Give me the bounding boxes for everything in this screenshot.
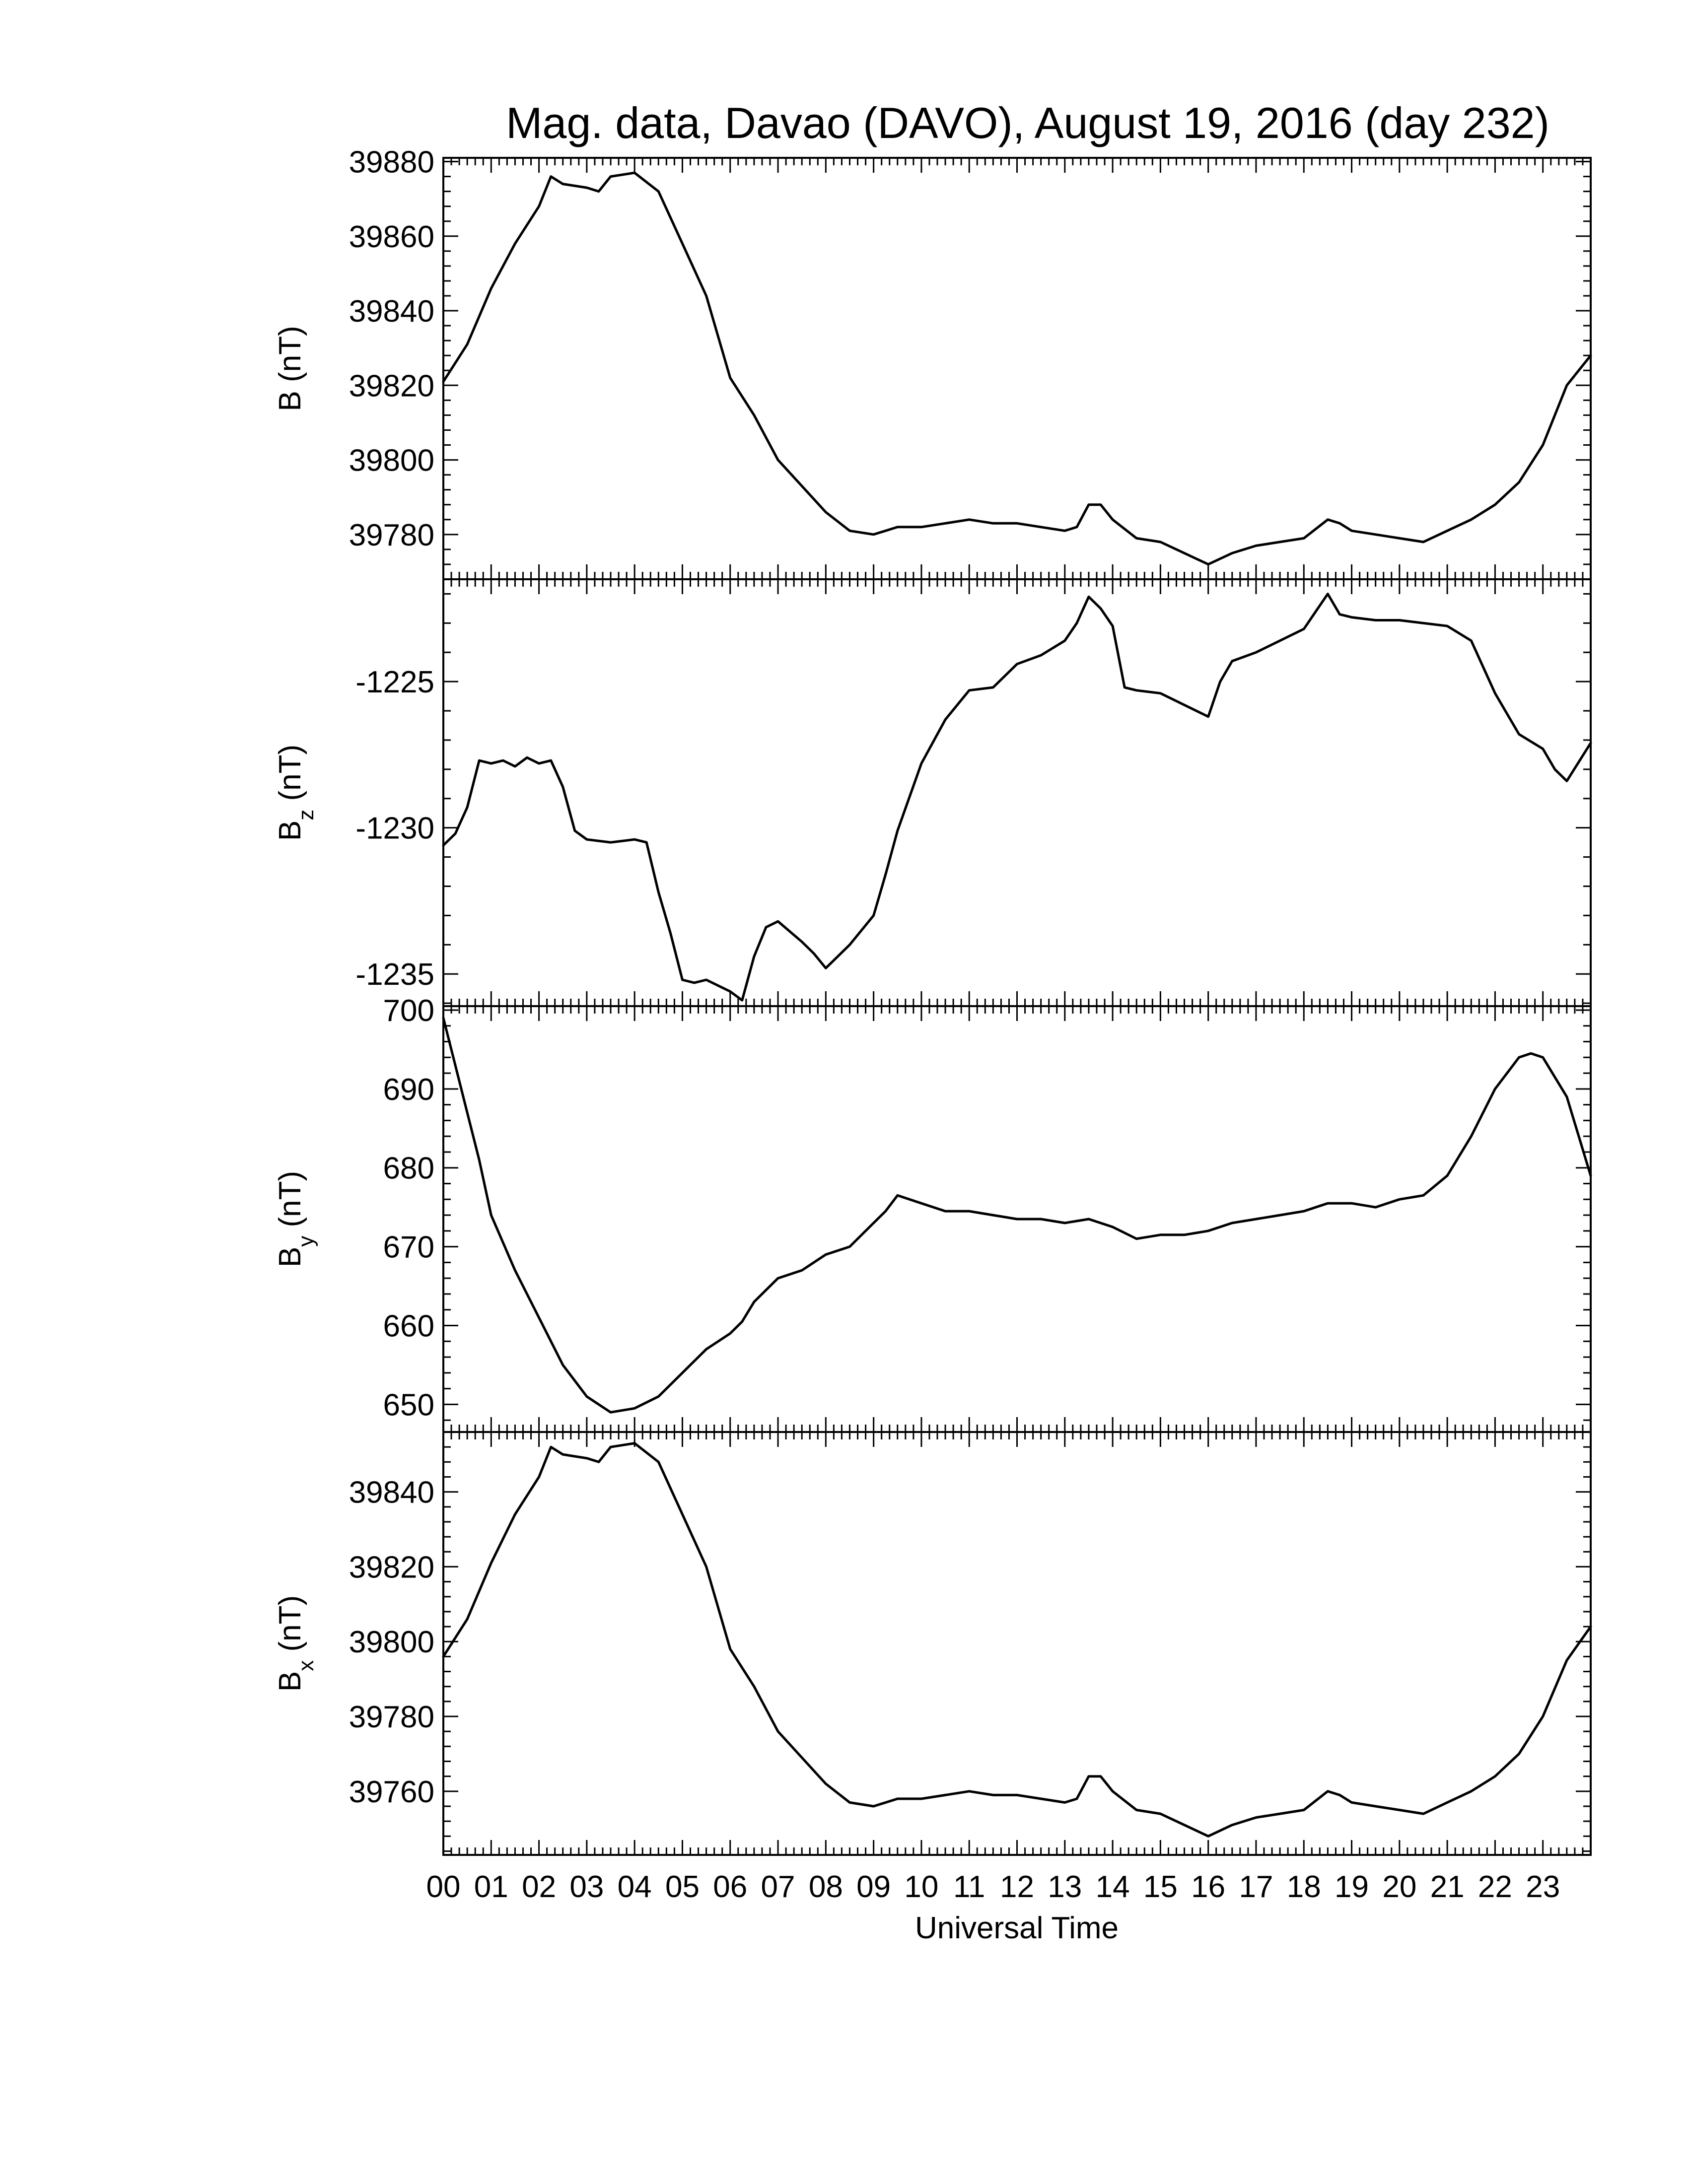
- y-tick-label: 39860: [349, 220, 434, 254]
- x-tick-label: 13: [1048, 1870, 1082, 1904]
- time-axis: 00 01 02 03 04 05 06 07 08 09 10 11 12 13 14 15 16 17 18 19…: [426, 1870, 1560, 1904]
- y-tick-label: 690: [383, 1073, 434, 1107]
- panel-By: 700 690 680 670 660 650 By (nT): [273, 994, 1592, 1433]
- x-tick-label: 15: [1143, 1870, 1178, 1904]
- panel-frame: [442, 157, 1592, 580]
- y-axis-label-B: B (nT): [273, 326, 307, 411]
- y-axis-label-text: B (nT): [273, 326, 307, 411]
- y-label-symbol: B: [273, 1247, 307, 1267]
- series-line-Bx: [442, 1442, 1592, 1838]
- y-tick-label: 39840: [349, 1476, 434, 1510]
- x-tick-label: 16: [1191, 1870, 1225, 1904]
- x-tick-label: 00: [426, 1870, 461, 1904]
- y-label-unit: (nT): [273, 1595, 307, 1660]
- y-tick-label: 670: [383, 1230, 434, 1265]
- y-tick-label: 39780: [349, 1700, 434, 1734]
- x-tick-label: 22: [1478, 1870, 1512, 1904]
- y-axis-label-By: By (nT): [273, 1171, 318, 1267]
- x-tick-label: 11: [953, 1870, 985, 1904]
- series-line-By: [442, 1017, 1592, 1414]
- x-tick-label: 19: [1335, 1870, 1369, 1904]
- y-tick-label: -1235: [355, 957, 434, 992]
- x-tick-label: 10: [904, 1870, 938, 1904]
- y-axis-label-text: By (nT): [273, 1171, 318, 1267]
- x-tick-label: 12: [1000, 1870, 1034, 1904]
- y-axis-label-text: Bz (nT): [273, 745, 318, 841]
- x-tick-label: 23: [1526, 1870, 1560, 1904]
- panel-Bz: -1225 -1230 -1235 Bz (nT): [273, 578, 1592, 1007]
- series-line-Bz: [442, 593, 1592, 1002]
- y-tick-label: 660: [383, 1309, 434, 1344]
- y-tick-label: 650: [383, 1388, 434, 1422]
- y-label-subscript: x: [294, 1660, 318, 1671]
- y-tick-label: 39880: [349, 145, 434, 180]
- y-label-subscript: y: [294, 1236, 318, 1247]
- x-tick-label: 14: [1096, 1870, 1130, 1904]
- x-tick-label: 02: [522, 1870, 556, 1904]
- y-tick-label: 680: [383, 1152, 434, 1186]
- y-label-unit: (nT): [273, 745, 307, 810]
- x-tick-label: 05: [665, 1870, 700, 1904]
- y-tick-label: 39800: [349, 1625, 434, 1659]
- y-label-unit: (nT): [273, 326, 307, 391]
- y-label-symbol: B: [273, 391, 307, 411]
- y-tick-label: 39780: [349, 518, 434, 552]
- y-axis-label-text: Bx (nT): [273, 1595, 318, 1692]
- y-tick-label: 39800: [349, 444, 434, 478]
- y-tick-label: -1230: [355, 812, 434, 846]
- x-tick-label: 20: [1382, 1870, 1416, 1904]
- series-line-B: [442, 171, 1592, 566]
- panel-Bx: 39840 39820 39800 39780 39760 Bx (nT): [273, 1431, 1592, 1856]
- x-tick-label: 06: [713, 1870, 747, 1904]
- panel-frame: [442, 578, 1592, 1007]
- panel-B: 39880 39860 39840 39820 39800 39780 B (nT): [273, 145, 1592, 580]
- x-tick-label: 04: [618, 1870, 652, 1904]
- y-axis-label-Bz: Bz (nT): [273, 745, 318, 841]
- y-label-symbol: B: [273, 820, 307, 841]
- x-tick-label: 08: [809, 1870, 843, 1904]
- x-tick-label: 07: [761, 1870, 795, 1904]
- x-axis-label: Universal Time: [915, 1911, 1119, 1945]
- y-tick-label: 39760: [349, 1775, 434, 1809]
- x-tick-label: 03: [569, 1870, 604, 1904]
- y-tick-label: 39820: [349, 369, 434, 403]
- x-tick-label: 01: [474, 1870, 508, 1904]
- y-label-symbol: B: [273, 1671, 307, 1692]
- y-label-subscript: z: [294, 810, 318, 820]
- y-tick-label: -1225: [355, 665, 434, 699]
- y-tick-label: 39820: [349, 1550, 434, 1584]
- y-tick-label: 700: [383, 994, 434, 1028]
- panel-frame: [442, 1431, 1592, 1856]
- x-tick-label: 09: [856, 1870, 891, 1904]
- chart-title: Mag. data, Davao (DAVO), August 19, 2016…: [506, 98, 1549, 147]
- x-tick-label: 21: [1430, 1870, 1465, 1904]
- x-tick-label: 18: [1287, 1870, 1321, 1904]
- y-tick-label: 39840: [349, 294, 434, 329]
- y-label-unit: (nT): [273, 1171, 307, 1236]
- y-axis-label-Bx: Bx (nT): [273, 1595, 318, 1692]
- x-tick-label: 17: [1239, 1870, 1273, 1904]
